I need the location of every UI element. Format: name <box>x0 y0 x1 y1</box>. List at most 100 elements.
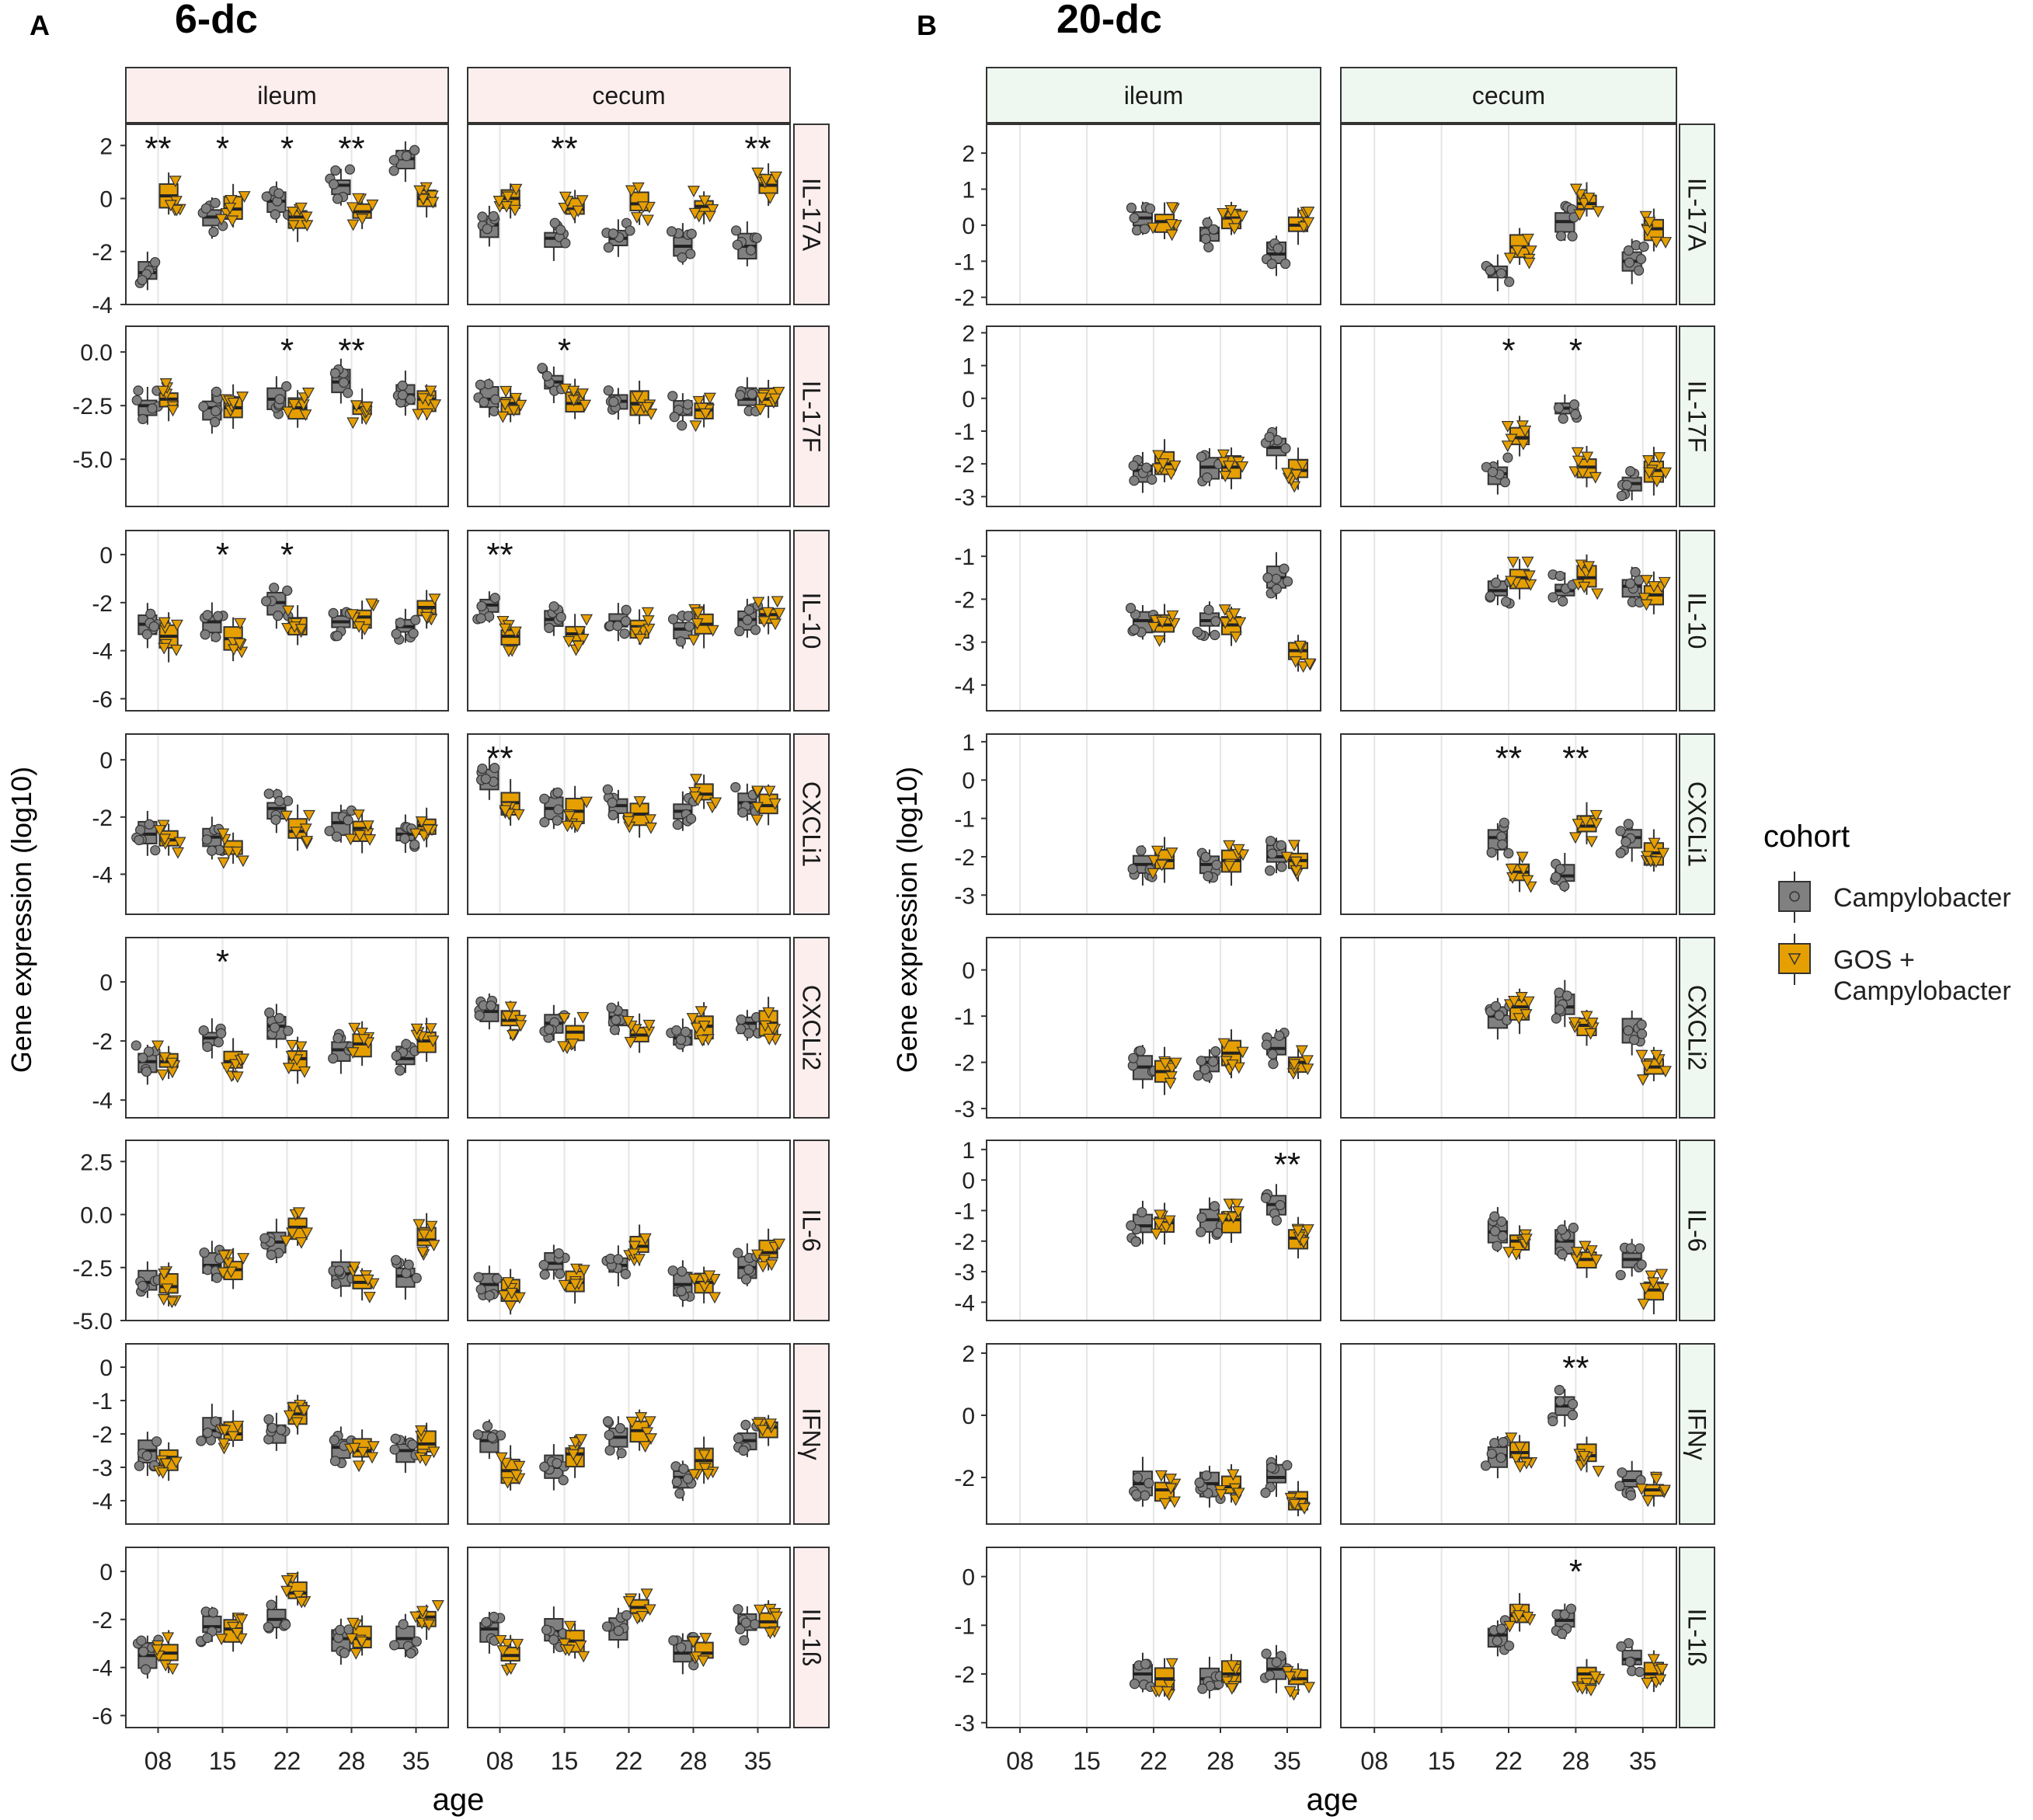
point-campy <box>474 1010 485 1021</box>
x-tick-label: 28 <box>1206 1747 1234 1775</box>
point-gos <box>576 633 590 646</box>
point-campy <box>1126 1220 1137 1231</box>
point-gos <box>751 785 764 798</box>
point-gos <box>763 1033 776 1046</box>
point-gos <box>1572 455 1585 468</box>
point-gos <box>1639 1282 1652 1295</box>
row-strip-IFNγ <box>1679 1343 1715 1525</box>
point-gos <box>632 182 645 194</box>
facet-panel-ileum-IL-17A <box>986 124 1321 305</box>
point-gos <box>280 1235 293 1248</box>
point-campy <box>273 611 284 621</box>
point-gos <box>577 1651 590 1663</box>
point-campy <box>140 1664 151 1675</box>
point-campy <box>1554 570 1565 582</box>
point-campy <box>555 1268 566 1279</box>
panel-border <box>125 1343 449 1525</box>
point-campy <box>1210 616 1221 627</box>
point-campy <box>480 774 491 785</box>
point-gos <box>569 1437 582 1449</box>
point-campy <box>401 151 412 162</box>
point-gos <box>416 393 430 405</box>
point-gos <box>1217 207 1230 220</box>
point-gos <box>286 1227 299 1240</box>
point-campy <box>391 1255 402 1265</box>
point-campy <box>1557 1628 1568 1639</box>
point-gos <box>283 1410 296 1422</box>
point-gos <box>696 402 709 415</box>
point-campy <box>745 245 757 256</box>
x-tick-label: 35 <box>1273 1747 1301 1775</box>
point-gos <box>637 201 650 214</box>
point-gos <box>235 1614 249 1627</box>
point-gos <box>1168 1496 1181 1509</box>
point-campy <box>1196 1212 1207 1223</box>
point-campy <box>1489 1438 1500 1449</box>
point-gos <box>231 1627 244 1640</box>
point-campy <box>479 397 489 408</box>
point-campy <box>1568 1223 1579 1234</box>
point-gos <box>1158 1058 1171 1070</box>
y-tick-label: -2 <box>92 1029 113 1055</box>
point-campy <box>138 1053 148 1063</box>
point-campy <box>266 1249 277 1261</box>
panel-border <box>467 325 791 507</box>
point-gos <box>415 1425 428 1437</box>
point-gos <box>1516 851 1529 864</box>
point-campy <box>1570 409 1581 420</box>
point-campy <box>329 179 339 190</box>
point-gos <box>641 607 654 619</box>
point-gos <box>1219 471 1232 482</box>
point-gos <box>1637 1298 1650 1310</box>
point-gos <box>1506 556 1520 569</box>
point-campy <box>1276 840 1286 851</box>
point-gos <box>572 205 585 217</box>
point-gos <box>416 1247 430 1259</box>
point-gos <box>229 1059 242 1071</box>
point-gos <box>1236 1046 1249 1059</box>
point-campy <box>612 621 623 632</box>
point-campy <box>735 1623 746 1634</box>
point-campy <box>1504 277 1515 287</box>
point-gos <box>1513 1461 1526 1474</box>
point-gos <box>286 207 299 218</box>
point-campy <box>263 1414 274 1425</box>
point-campy <box>1615 1269 1626 1281</box>
point-gos <box>173 837 186 849</box>
point-campy <box>735 1024 747 1035</box>
point-campy <box>213 1037 224 1048</box>
point-campy <box>667 391 678 402</box>
point-campy <box>409 839 420 850</box>
point-gos <box>1640 599 1653 611</box>
point-gos <box>159 378 172 390</box>
point-gos <box>510 183 523 196</box>
y-tick-label: 2 <box>962 1342 975 1367</box>
point-campy <box>211 405 221 416</box>
point-gos <box>503 646 516 658</box>
y-tick-label: -1 <box>954 419 975 445</box>
point-campy <box>1274 1030 1285 1041</box>
point-gos <box>639 1233 652 1245</box>
facet-panel-ileum-IL-17F: * ** <box>125 325 449 507</box>
x-tick-label: 22 <box>273 1747 301 1775</box>
point-gos <box>409 828 423 840</box>
point-campy <box>740 1617 751 1628</box>
point-gos <box>285 1050 298 1063</box>
point-campy <box>1127 864 1138 875</box>
y-tick-label: -2.5 <box>72 1256 113 1282</box>
point-gos <box>420 408 433 420</box>
point-campy <box>489 405 500 417</box>
point-campy <box>202 1427 213 1438</box>
point-gos <box>218 1438 231 1450</box>
point-campy <box>625 225 635 236</box>
point-gos <box>499 623 512 635</box>
point-gos <box>1501 440 1514 453</box>
y-tick-label: -4 <box>954 1290 975 1316</box>
x-tick-label: 22 <box>1140 1747 1168 1775</box>
point-campy <box>1625 466 1636 477</box>
point-campy <box>1624 1656 1635 1668</box>
point-gos <box>423 1619 436 1631</box>
point-campy <box>682 1474 694 1484</box>
point-gos <box>706 204 719 216</box>
